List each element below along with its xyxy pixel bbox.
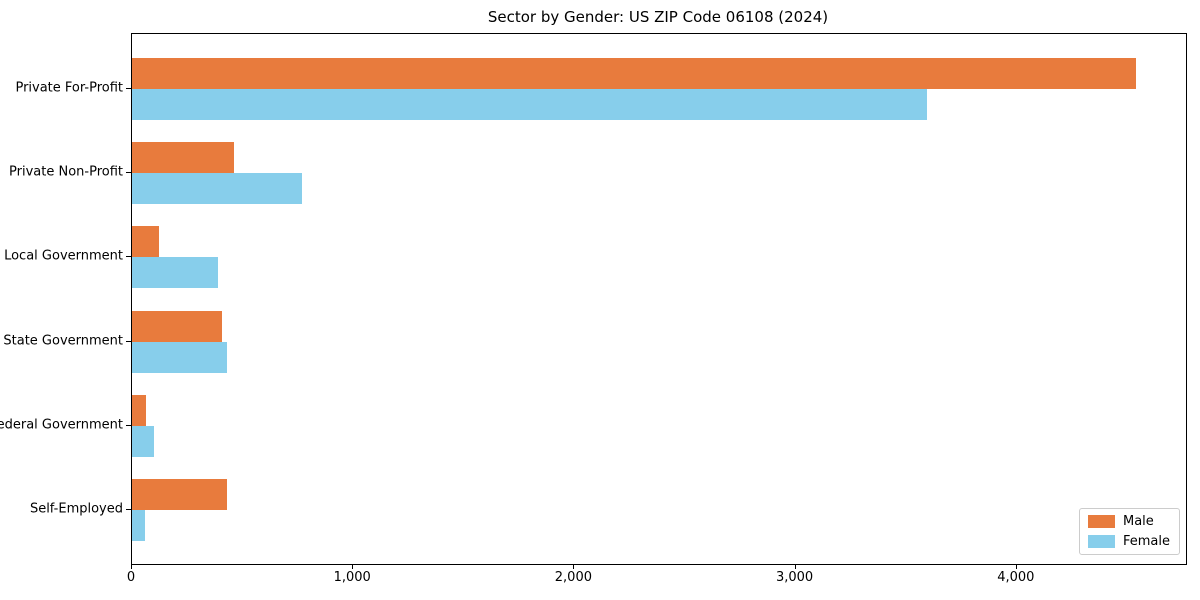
y-tick-mark bbox=[126, 172, 131, 174]
y-tick-mark bbox=[126, 424, 131, 426]
x-tick-label: 1,000 bbox=[333, 570, 371, 585]
y-axis-labels: Private For-Profit Private Non-Profit Loca… bbox=[0, 33, 123, 563]
legend-item-female: Female bbox=[1087, 534, 1170, 549]
bar-female-2 bbox=[132, 173, 303, 205]
x-tick-mark bbox=[352, 564, 354, 569]
bar-male-3 bbox=[132, 226, 159, 258]
x-axis-ticks: 0 1,000 2,000 3,000 4,000 bbox=[127, 564, 1185, 594]
bar-male-6 bbox=[132, 479, 228, 510]
x-tick-mark bbox=[1015, 564, 1017, 569]
bar-male-2 bbox=[132, 142, 234, 174]
x-tick-label: 2,000 bbox=[554, 570, 592, 585]
y-tick-mark bbox=[126, 340, 131, 342]
legend-label: Female bbox=[1122, 534, 1170, 549]
legend-label: Male bbox=[1122, 514, 1154, 529]
bar-female-6 bbox=[132, 510, 146, 541]
x-tick-mark bbox=[573, 564, 575, 569]
bar-female-5 bbox=[132, 425, 155, 457]
y-tick-mark bbox=[126, 509, 131, 510]
bar-male-5 bbox=[132, 394, 147, 426]
bar-female-3 bbox=[132, 257, 219, 289]
y-tick-mark bbox=[126, 88, 131, 89]
y-axis-label: Local Government bbox=[4, 248, 123, 264]
x-tick-label: 4,000 bbox=[997, 570, 1035, 585]
x-tick-label: 3,000 bbox=[775, 570, 814, 585]
x-tick-mark bbox=[794, 564, 796, 569]
bar-female-1 bbox=[132, 89, 928, 120]
legend: Male Female bbox=[1078, 508, 1180, 555]
y-axis-label: Private Non-Profit bbox=[9, 164, 123, 180]
y-tick-mark bbox=[126, 256, 131, 258]
x-tick-mark bbox=[131, 564, 132, 569]
x-tick-label: 0 bbox=[126, 570, 136, 585]
bar-male-1 bbox=[132, 58, 1137, 89]
bar-female-4 bbox=[132, 341, 228, 373]
y-axis-label: State Government bbox=[3, 333, 123, 349]
legend-item-male: Male bbox=[1087, 514, 1170, 529]
legend-swatch-icon bbox=[1087, 535, 1115, 548]
chart-title: Sector by Gender: US ZIP Code 06108 (202… bbox=[487, 8, 829, 26]
y-axis-label: Private For-Profit bbox=[15, 80, 123, 96]
bars-layer bbox=[132, 34, 1186, 564]
legend-swatch-icon bbox=[1087, 515, 1115, 528]
y-axis-label: Self-Employed bbox=[29, 501, 123, 517]
y-axis-label: Federal Government bbox=[0, 417, 123, 433]
bar-male-4 bbox=[132, 310, 222, 342]
plot-area: Male Female bbox=[131, 33, 1187, 565]
